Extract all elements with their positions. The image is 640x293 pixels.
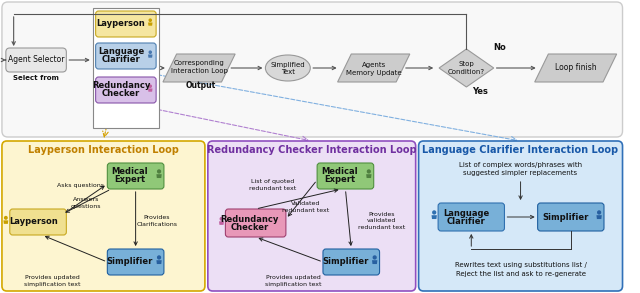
Circle shape	[157, 255, 161, 260]
Polygon shape	[431, 215, 437, 219]
FancyBboxPatch shape	[2, 2, 623, 137]
Text: Stop: Stop	[458, 61, 474, 67]
Polygon shape	[372, 260, 378, 264]
Text: Agents: Agents	[362, 62, 386, 68]
Text: Output: Output	[186, 81, 216, 89]
FancyBboxPatch shape	[419, 141, 623, 291]
Polygon shape	[366, 174, 371, 178]
Text: Redundancy: Redundancy	[221, 214, 279, 224]
Text: Clarifier: Clarifier	[102, 55, 140, 64]
Text: Provides updated
simplification text: Provides updated simplification text	[266, 275, 322, 287]
FancyBboxPatch shape	[2, 141, 205, 291]
Text: Simplifier: Simplifier	[322, 258, 369, 267]
Text: Medical: Medical	[111, 168, 148, 176]
Polygon shape	[148, 54, 152, 58]
Text: Select from: Select from	[13, 75, 59, 81]
Circle shape	[597, 210, 601, 214]
Text: Interaction Loop: Interaction Loop	[171, 68, 227, 74]
Text: Clarifier: Clarifier	[447, 217, 486, 226]
Polygon shape	[156, 260, 162, 264]
Text: Checker: Checker	[230, 222, 269, 231]
Text: Memory Update: Memory Update	[346, 70, 401, 76]
FancyBboxPatch shape	[95, 43, 156, 69]
FancyBboxPatch shape	[317, 163, 374, 189]
Polygon shape	[219, 221, 224, 225]
Text: Condition?: Condition?	[448, 69, 485, 75]
Text: Loop finish: Loop finish	[555, 64, 596, 72]
Text: Layperson: Layperson	[9, 217, 58, 226]
Text: Agent Selector: Agent Selector	[8, 55, 65, 64]
Text: Expert: Expert	[114, 176, 145, 185]
Text: No: No	[493, 43, 506, 52]
Circle shape	[148, 84, 152, 88]
Circle shape	[148, 50, 152, 54]
Circle shape	[367, 169, 371, 173]
FancyBboxPatch shape	[438, 203, 504, 231]
Text: Provides
validated
redundant text: Provides validated redundant text	[358, 212, 405, 230]
Polygon shape	[163, 54, 235, 82]
FancyBboxPatch shape	[225, 209, 286, 237]
FancyBboxPatch shape	[323, 249, 380, 275]
FancyBboxPatch shape	[95, 11, 156, 37]
Polygon shape	[156, 174, 162, 178]
Text: Redundancy: Redundancy	[92, 81, 150, 91]
Text: Redundancy Checker Interaction Loop: Redundancy Checker Interaction Loop	[207, 145, 417, 155]
Text: Reject the list and ask to re-generate: Reject the list and ask to re-generate	[456, 271, 586, 277]
Text: List of complex words/phrases with: List of complex words/phrases with	[459, 162, 582, 168]
Text: Provides
Clarifications: Provides Clarifications	[136, 215, 177, 226]
Text: Medical: Medical	[321, 168, 358, 176]
FancyBboxPatch shape	[538, 203, 604, 231]
Text: Checker: Checker	[102, 89, 140, 98]
Circle shape	[432, 210, 436, 214]
Text: Text: Text	[281, 69, 295, 75]
Text: Yes: Yes	[472, 88, 488, 96]
Text: Layperson: Layperson	[97, 20, 145, 28]
Text: Language: Language	[98, 47, 144, 57]
Circle shape	[148, 18, 152, 22]
Bar	[93, 8, 159, 128]
FancyBboxPatch shape	[108, 163, 164, 189]
FancyBboxPatch shape	[108, 249, 164, 275]
Polygon shape	[439, 49, 493, 87]
Text: Rewrites text using substitutions list /: Rewrites text using substitutions list /	[454, 262, 586, 268]
Text: Answers
questions: Answers questions	[70, 197, 101, 209]
Polygon shape	[148, 88, 152, 92]
Text: Language Clarifier Interaction Loop: Language Clarifier Interaction Loop	[422, 145, 619, 155]
Polygon shape	[534, 54, 617, 82]
Text: Asks questions: Asks questions	[56, 183, 104, 188]
Text: suggested simpler replacements: suggested simpler replacements	[463, 170, 578, 176]
Polygon shape	[3, 220, 8, 224]
Text: Corresponding: Corresponding	[173, 60, 225, 66]
FancyBboxPatch shape	[208, 141, 415, 291]
Text: Language: Language	[444, 209, 490, 217]
Text: Simplifier: Simplifier	[543, 212, 589, 222]
Text: Simplified: Simplified	[271, 62, 305, 68]
Polygon shape	[596, 215, 602, 219]
Text: List of quoted
redundant text: List of quoted redundant text	[248, 179, 296, 191]
Ellipse shape	[266, 55, 310, 81]
Circle shape	[372, 255, 377, 260]
FancyBboxPatch shape	[10, 209, 67, 235]
FancyBboxPatch shape	[95, 77, 156, 103]
FancyBboxPatch shape	[6, 48, 67, 72]
Circle shape	[157, 169, 161, 173]
Text: Provides updated
simplification text: Provides updated simplification text	[24, 275, 81, 287]
Text: Validated
redundant text: Validated redundant text	[282, 201, 329, 213]
Circle shape	[4, 216, 8, 220]
Text: Simplifier: Simplifier	[107, 258, 153, 267]
Text: Layperson Interaction Loop: Layperson Interaction Loop	[28, 145, 179, 155]
Text: Expert: Expert	[324, 176, 355, 185]
Polygon shape	[338, 54, 410, 82]
Circle shape	[220, 217, 223, 221]
Polygon shape	[148, 23, 152, 26]
